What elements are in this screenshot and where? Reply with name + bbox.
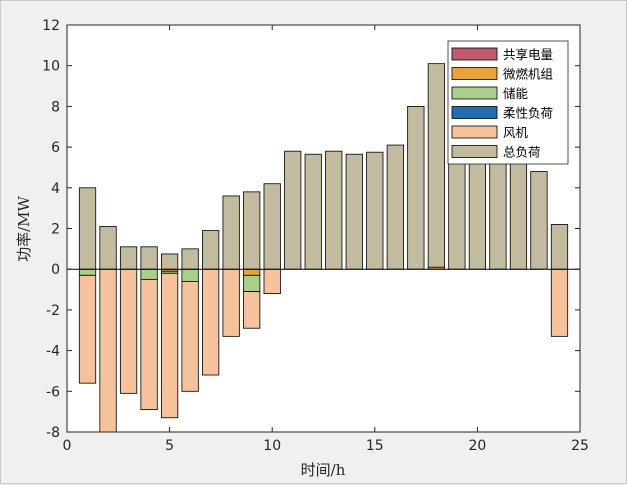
bar-series2-x4	[140, 268, 158, 280]
bar-series2-x1	[78, 268, 97, 276]
x-axis-label: 时间/h	[301, 461, 346, 479]
bar-series4-x8	[222, 268, 240, 337]
x-tick-label: 25	[571, 438, 589, 454]
legend-label-5: 总负荷	[503, 145, 541, 160]
bar-series4-x10	[263, 268, 281, 295]
bar-series5-x18	[427, 63, 445, 268]
bar-series5-x2	[99, 226, 117, 270]
bar-series5-x15	[366, 151, 384, 270]
bar-series4-x5	[160, 272, 179, 419]
x-tick-label: 20	[468, 438, 486, 454]
bar-series5-x3	[119, 246, 138, 270]
bar-series5-x17	[407, 106, 425, 270]
axes-group: 0 5 10 15 20 25 -8 -6 -4 -2 0 2 4 6 8 10 12	[42, 18, 589, 454]
bar-series4-x3	[119, 268, 138, 394]
bar-series4-x2	[99, 268, 117, 433]
legend-box	[447, 40, 569, 165]
x-tick-label: 5	[165, 438, 174, 454]
bar-series5-x7	[202, 230, 220, 270]
y-tick-label: -8	[46, 425, 60, 441]
bar-series4-x7	[202, 268, 220, 376]
legend-label-1: 微燃机组	[503, 67, 553, 82]
bar-series5-x4	[140, 246, 158, 270]
bar-series2-x9	[243, 274, 261, 292]
legend-label-3: 柔性负荷	[503, 106, 553, 121]
legend-label-2: 储能	[503, 86, 529, 101]
bar-series5-x16	[386, 144, 404, 270]
legend-swatch-4	[451, 125, 498, 139]
bar-series5-x24	[550, 224, 569, 270]
y-tick-label: 8	[51, 99, 60, 115]
bar-series4-x1	[78, 274, 97, 384]
bar-series4-x6	[181, 281, 199, 392]
legend-swatch-3	[451, 106, 498, 119]
bar-series4-x4	[140, 278, 158, 411]
bar-series5-x12	[304, 153, 322, 270]
y-tick-label: -6	[46, 384, 60, 400]
legend-swatch-0	[451, 47, 498, 61]
y-tick-label: 6	[51, 140, 60, 156]
bar-series5-x14	[345, 153, 363, 270]
bar-series1-x9	[243, 268, 261, 276]
y-tick-label: 4	[51, 181, 60, 197]
y-tick-label: -4	[46, 344, 60, 360]
bar-series5-x6	[181, 248, 199, 270]
legend-swatch-2	[451, 86, 498, 100]
x-tick-label: 15	[366, 438, 384, 454]
legend-label-4: 风机	[503, 125, 529, 140]
bar-series5-x23	[530, 171, 548, 270]
y-tick-label: 12	[42, 18, 60, 34]
y-tick-label: 0	[51, 262, 60, 278]
x-tick-label: 10	[263, 438, 281, 454]
bar-series4-x9	[243, 291, 261, 329]
bar-series2-x6	[181, 268, 199, 282]
bar-series5-x9	[243, 191, 261, 270]
bar-series5-x5	[160, 253, 179, 270]
bar-series5-x8	[222, 195, 240, 270]
legend-label-0: 共享电量	[503, 47, 553, 62]
y-tick-label: -2	[46, 303, 60, 319]
bar-series5-x10	[263, 183, 281, 270]
bar-series4-x24	[550, 268, 569, 337]
y-tick-label: 2	[51, 222, 60, 238]
y-tick-label: 10	[42, 59, 60, 75]
bar-series5-x13	[325, 150, 343, 270]
legend-swatch-1	[451, 67, 498, 80]
bar-series5-x11	[284, 150, 302, 270]
bar-series-group	[78, 63, 569, 433]
bar-series5-x22	[509, 146, 528, 270]
x-tick-label: 0	[63, 438, 72, 454]
bar-series5-x1	[78, 187, 97, 270]
legend-swatch-5	[451, 145, 498, 158]
y-axis-label: 功率/MW	[15, 196, 33, 262]
